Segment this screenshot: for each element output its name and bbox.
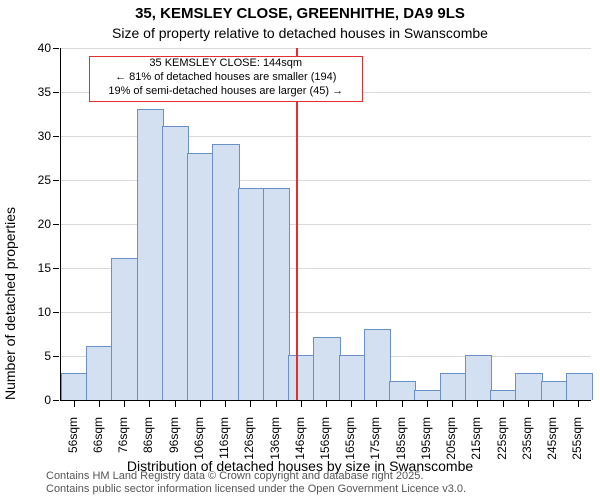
bar (490, 390, 517, 400)
bar (111, 258, 138, 400)
y-tick-label: 5 (27, 349, 51, 363)
footer-attribution: Contains HM Land Registry data © Crown c… (46, 470, 466, 498)
bar (440, 373, 467, 400)
chart-title-line2: Size of property relative to detached ho… (0, 25, 600, 41)
bar (238, 188, 265, 400)
x-tick-label: 195sqm (419, 417, 433, 463)
bar (364, 329, 391, 400)
bar (137, 109, 164, 400)
y-tick-label: 35 (27, 85, 51, 99)
annotation-box: 35 KEMSLEY CLOSE: 144sqm← 81% of detache… (89, 56, 363, 102)
grid-line (61, 48, 591, 49)
bar (288, 355, 315, 400)
bar (515, 373, 542, 400)
x-tick-label: 205sqm (444, 417, 458, 463)
y-tick-label: 40 (27, 41, 51, 55)
plot-area: 051015202530354056sqm66sqm76sqm86sqm96sq… (60, 48, 591, 401)
chart-title-line1: 35, KEMSLEY CLOSE, GREENHITHE, DA9 9LS (0, 5, 600, 22)
y-tick-label: 10 (27, 305, 51, 319)
x-tick-label: 66sqm (91, 417, 105, 463)
bar (187, 153, 214, 400)
bar (313, 337, 340, 400)
x-tick-label: 185sqm (394, 417, 408, 463)
footer-line2: Contains public sector information licen… (46, 483, 466, 497)
bar (86, 346, 113, 400)
x-tick-label: 116sqm (217, 417, 231, 463)
x-tick-label: 96sqm (167, 417, 181, 463)
bar (465, 355, 492, 400)
annotation-line1: 35 KEMSLEY CLOSE: 144sqm (90, 57, 362, 71)
x-tick-label: 56sqm (66, 417, 80, 463)
bar (541, 381, 568, 400)
bar (339, 355, 366, 400)
x-tick-label: 156sqm (318, 417, 332, 463)
bar (566, 373, 593, 400)
annotation-line3: 19% of semi-detached houses are larger (… (90, 85, 362, 99)
y-axis-label: Number of detached properties (2, 207, 18, 400)
bar (263, 188, 290, 400)
x-tick-label: 86sqm (141, 417, 155, 463)
x-tick-label: 175sqm (368, 417, 382, 463)
bar (162, 126, 189, 400)
bar (61, 373, 88, 400)
x-tick-label: 245sqm (545, 417, 559, 463)
x-tick-label: 215sqm (469, 417, 483, 463)
x-tick-label: 106sqm (192, 417, 206, 463)
y-tick-label: 25 (27, 173, 51, 187)
y-tick-label: 15 (27, 261, 51, 275)
annotation-line2: ← 81% of detached houses are smaller (19… (90, 71, 362, 85)
x-tick-label: 76sqm (116, 417, 130, 463)
x-tick-label: 255sqm (570, 417, 584, 463)
bar (389, 381, 416, 400)
x-tick-label: 225sqm (495, 417, 509, 463)
bar (414, 390, 441, 400)
y-tick-label: 30 (27, 129, 51, 143)
x-tick-label: 136sqm (268, 417, 282, 463)
x-tick-label: 126sqm (242, 417, 256, 463)
bar (212, 144, 239, 400)
y-tick-label: 0 (27, 393, 51, 407)
x-tick-label: 235sqm (520, 417, 534, 463)
x-tick-label: 146sqm (293, 417, 307, 463)
x-tick-label: 165sqm (343, 417, 357, 463)
y-tick-label: 20 (27, 217, 51, 231)
footer-line1: Contains HM Land Registry data © Crown c… (46, 470, 466, 484)
